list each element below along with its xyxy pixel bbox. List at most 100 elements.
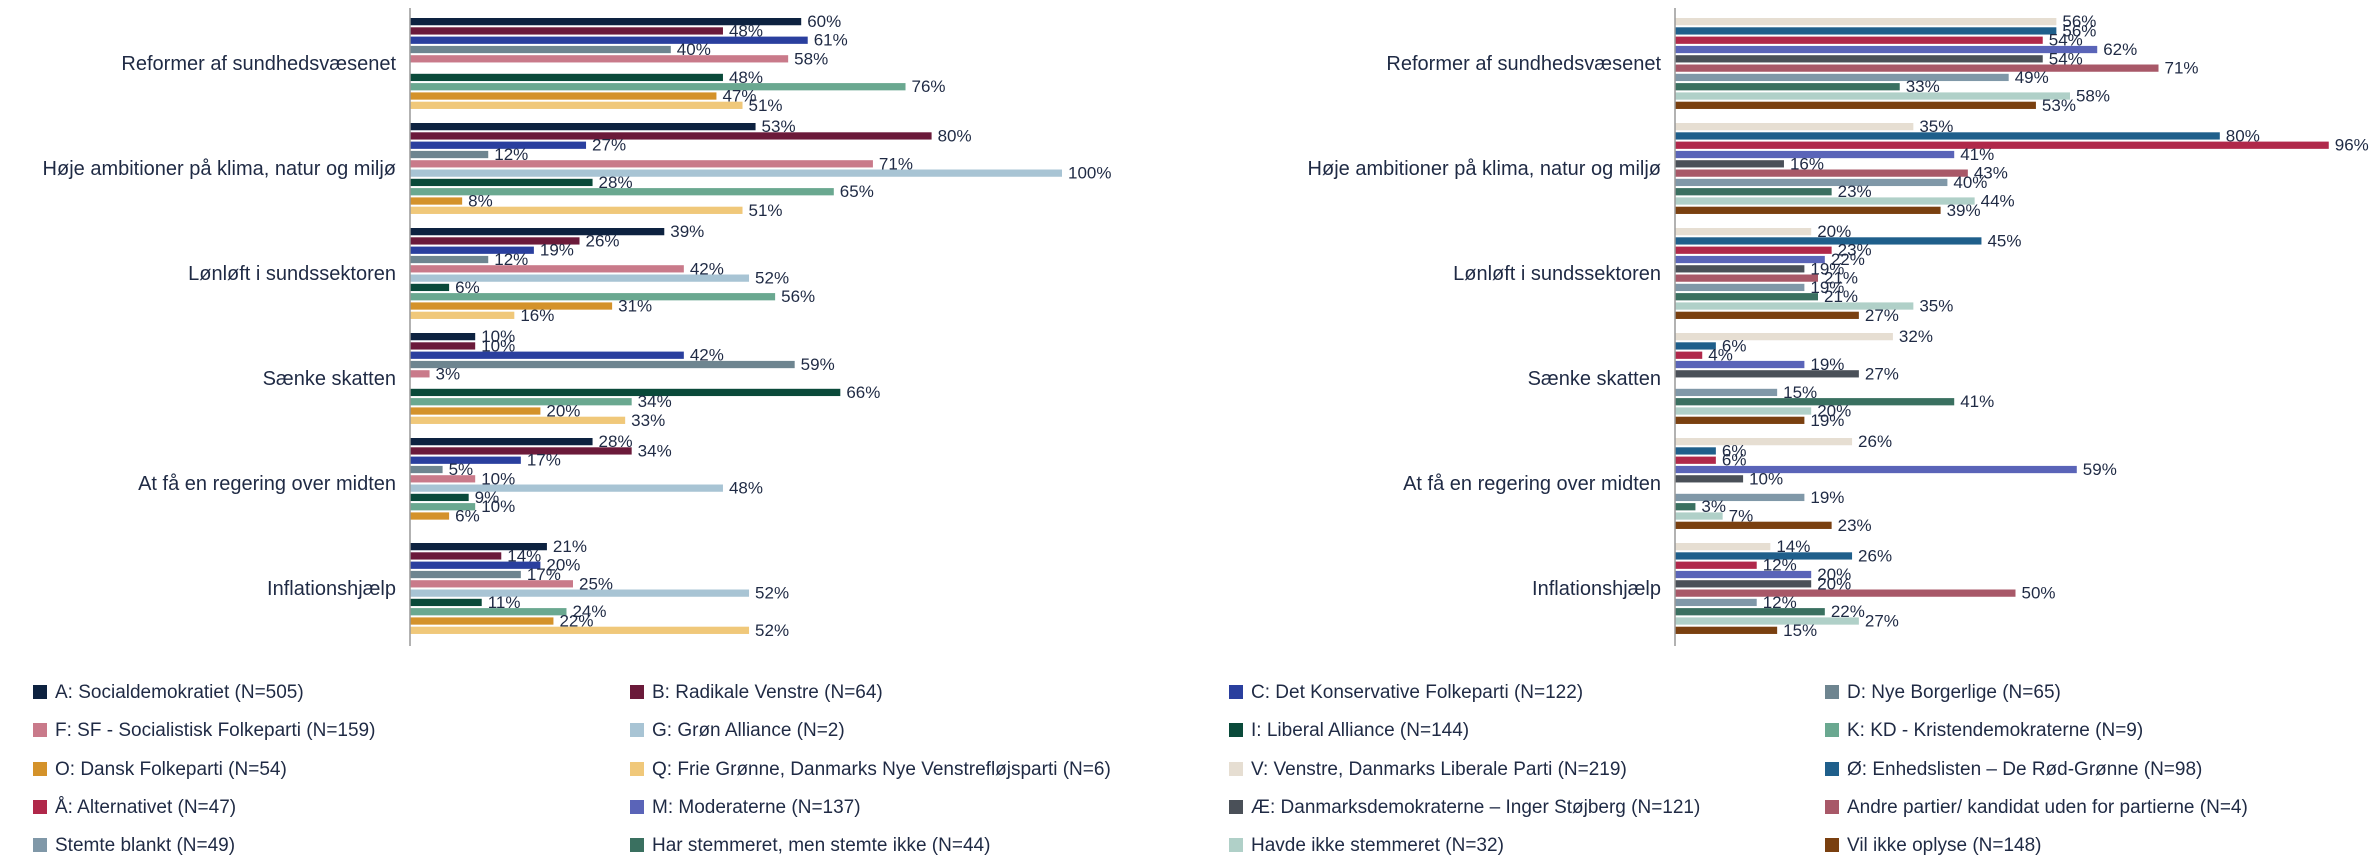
bar xyxy=(1675,598,1757,607)
category-label: Inflationshjælp xyxy=(267,578,396,600)
value-label: 26% xyxy=(1858,546,1892,565)
value-label: 23% xyxy=(1838,241,1872,260)
value-label: 33% xyxy=(1906,77,1940,96)
bar xyxy=(1675,447,1716,455)
value-label: 71% xyxy=(879,154,913,173)
bar xyxy=(1675,274,1819,282)
bar xyxy=(410,570,521,579)
legend-label: Havde ikke stemmeret (N=32) xyxy=(1251,835,1504,856)
legend-swatch xyxy=(1825,723,1839,737)
value-label: 6% xyxy=(455,507,480,526)
value-label: 56% xyxy=(781,287,815,306)
legend-label: Stemte blankt (N=49) xyxy=(55,835,235,856)
bar xyxy=(410,589,750,597)
value-label: 58% xyxy=(794,49,828,68)
bar xyxy=(1675,398,1955,406)
bar xyxy=(410,598,482,607)
value-label: 15% xyxy=(1783,621,1817,640)
bar xyxy=(410,169,1062,177)
bar xyxy=(1675,169,1968,177)
legend-label: D: Nye Borgerlige (N=65) xyxy=(1847,682,2061,703)
bar xyxy=(410,246,534,254)
legend-label: I: Liberal Alliance (N=144) xyxy=(1251,720,1469,741)
legend-label: C: Det Konservative Folkeparti (N=122) xyxy=(1251,682,1583,703)
bar xyxy=(410,552,502,560)
value-label: 17% xyxy=(527,451,561,470)
bar xyxy=(410,370,430,378)
bar xyxy=(1675,580,1812,588)
legend-swatch xyxy=(33,800,47,814)
category-label: At få en regering over midten xyxy=(138,473,396,495)
value-label: 48% xyxy=(729,68,763,87)
bar xyxy=(1675,178,1948,187)
bar xyxy=(1675,141,2329,149)
value-label: 19% xyxy=(1810,488,1844,507)
value-label: 32% xyxy=(1899,327,1933,346)
category-label: Sænke skatten xyxy=(263,368,396,390)
value-label: 51% xyxy=(749,96,783,115)
bar xyxy=(410,302,613,310)
value-label: 6% xyxy=(1722,451,1747,470)
value-label: 20% xyxy=(546,556,580,575)
bar xyxy=(1675,475,1744,483)
bar xyxy=(1675,342,1716,350)
value-label: 33% xyxy=(631,411,665,430)
bar xyxy=(1675,416,1805,424)
value-label: 12% xyxy=(494,250,528,269)
bar xyxy=(410,311,515,319)
value-label: 10% xyxy=(1749,469,1783,488)
bar xyxy=(410,580,573,588)
bar xyxy=(410,293,776,301)
value-label: 22% xyxy=(1831,250,1865,269)
value-label: 16% xyxy=(1790,154,1824,173)
value-label: 65% xyxy=(840,182,874,201)
bar xyxy=(1675,150,1955,159)
value-label: 6% xyxy=(455,278,480,297)
value-label: 51% xyxy=(749,201,783,220)
value-label: 80% xyxy=(938,126,972,145)
value-label: 27% xyxy=(1865,364,1899,383)
value-label: 54% xyxy=(2049,31,2083,50)
category-label: At få en regering over midten xyxy=(1403,473,1661,495)
value-label: 16% xyxy=(520,306,554,325)
bar xyxy=(1675,27,2057,35)
bar xyxy=(1675,45,2098,54)
value-label: 62% xyxy=(2103,40,2137,59)
legend-label: V: Venstre, Danmarks Liberale Parti (N=2… xyxy=(1251,759,1627,780)
value-label: 19% xyxy=(1810,259,1844,278)
value-label: 20% xyxy=(1817,574,1851,593)
value-label: 48% xyxy=(729,479,763,498)
bar xyxy=(1675,265,1805,273)
value-label: 26% xyxy=(1858,432,1892,451)
bar xyxy=(410,447,632,455)
value-label: 6% xyxy=(1722,336,1747,355)
legend-swatch xyxy=(33,685,47,699)
bar xyxy=(1675,407,1812,415)
bar xyxy=(410,608,567,616)
category-label: Lønløft i sundssektoren xyxy=(188,263,396,285)
category-label: Inflationshjælp xyxy=(1532,578,1661,600)
bar xyxy=(1675,197,1975,205)
legend-label: F: SF - Socialistisk Folkeparti (N=159) xyxy=(55,720,375,741)
legend-label: G: Grøn Alliance (N=2) xyxy=(652,720,845,741)
category-label: Sænke skatten xyxy=(1528,368,1661,390)
value-label: 15% xyxy=(1783,383,1817,402)
legend-label: K: KD - Kristendemokraterne (N=9) xyxy=(1847,720,2143,741)
value-label: 60% xyxy=(807,12,841,31)
value-label: 35% xyxy=(1919,117,1953,136)
legend-swatch xyxy=(1229,800,1243,814)
value-label: 40% xyxy=(1953,173,1987,192)
value-label: 76% xyxy=(912,77,946,96)
legend-swatch xyxy=(33,838,47,852)
bar xyxy=(410,45,671,54)
value-label: 28% xyxy=(599,432,633,451)
value-label: 59% xyxy=(2083,460,2117,479)
value-label: 34% xyxy=(638,441,672,460)
value-label: 100% xyxy=(1068,164,1111,183)
value-label: 11% xyxy=(488,593,521,612)
bar xyxy=(1675,160,1784,168)
value-label: 26% xyxy=(586,231,620,250)
bar xyxy=(410,617,554,625)
bar xyxy=(410,283,450,292)
